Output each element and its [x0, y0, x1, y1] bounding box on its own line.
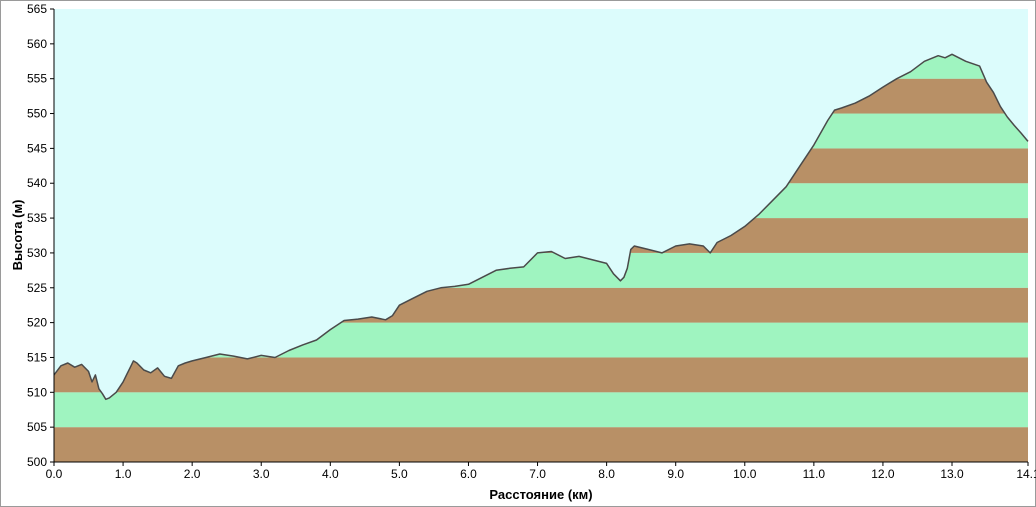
- elevation-band: [54, 357, 1028, 393]
- x-tick-label: 14.1: [1016, 467, 1036, 481]
- axes: [53, 9, 1028, 463]
- y-tick-label: 535: [27, 211, 47, 225]
- y-axis-title: Высота (м): [10, 200, 25, 271]
- x-tick-label: 1.0: [115, 467, 132, 481]
- y-tick-label: 520: [27, 316, 47, 330]
- x-tick-label: 13.0: [940, 467, 964, 481]
- profile-line: [53, 53, 1029, 401]
- x-tick-label: 0.0: [46, 467, 63, 481]
- x-axis-ticks: 0.0 1.0 2.0 3.0 4.0 5.0 6.0 7.0 8.0 9.0 10.0 11.0 12…: [46, 462, 1036, 481]
- y-tick-label: 555: [27, 72, 47, 86]
- y-axis-ticks: 565 560 555 550 545 540 535 530 525 520 515 510 505 5…: [27, 2, 54, 469]
- y-tick-label: 500: [27, 455, 47, 469]
- y-tick-label: 515: [27, 350, 47, 364]
- x-tick-label: 6.0: [460, 467, 477, 481]
- x-tick-label: 9.0: [667, 467, 684, 481]
- y-tick-label: 525: [27, 281, 47, 295]
- y-tick-label: 540: [27, 176, 47, 190]
- x-tick-label: 7.0: [529, 467, 546, 481]
- x-tick-label: 3.0: [253, 467, 270, 481]
- y-tick-label: 560: [27, 37, 47, 51]
- y-tick-label: 550: [27, 107, 47, 121]
- y-tick-label: 505: [27, 420, 47, 434]
- y-tick-label: 545: [27, 141, 47, 155]
- elevation-band: [54, 427, 1028, 462]
- elevation-band: [54, 392, 1028, 428]
- x-tick-label: 2.0: [184, 467, 201, 481]
- x-tick-label: 5.0: [391, 467, 408, 481]
- x-tick-label: 4.0: [322, 467, 339, 481]
- x-tick-label: 10.0: [733, 467, 757, 481]
- y-tick-label: 565: [27, 2, 47, 16]
- y-tick-label: 510: [27, 385, 47, 399]
- x-tick-label: 12.0: [871, 467, 895, 481]
- x-tick-label: 11.0: [803, 467, 826, 481]
- x-tick-label: 8.0: [598, 467, 615, 481]
- y-tick-label: 530: [27, 246, 47, 260]
- elevation-profile-line: [53, 53, 1029, 401]
- x-axis-title: Расстояние (км): [489, 487, 592, 502]
